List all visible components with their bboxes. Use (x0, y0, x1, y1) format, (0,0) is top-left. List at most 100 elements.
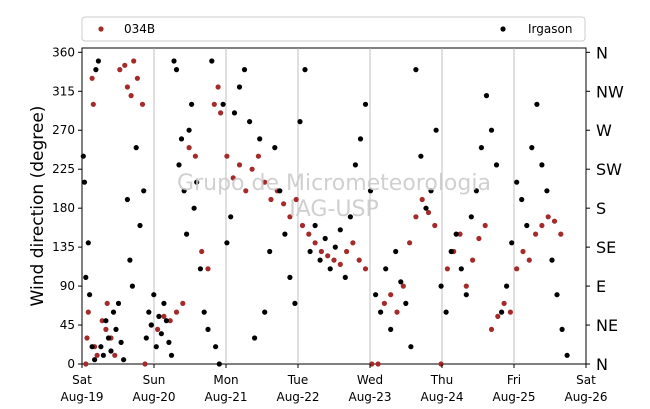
point-irgason-14 (110, 309, 117, 315)
x-tick-date-6: Aug-25 (492, 390, 535, 404)
point-034b-82 (533, 231, 539, 237)
point-irgason-71 (312, 222, 318, 229)
point-034b-64 (419, 196, 425, 203)
legend-marker-irgason (500, 26, 506, 32)
compass-label-4: S (596, 199, 606, 218)
x-tick-date-7: Aug-26 (564, 390, 607, 404)
compass-label-0: N (596, 355, 608, 374)
point-irgason-86 (388, 326, 394, 332)
point-034b-76 (495, 313, 501, 319)
point-irgason-7 (93, 67, 99, 73)
point-034b-51 (337, 261, 343, 267)
point-irgason-84 (378, 309, 384, 315)
y-tick-label-315: 315 (52, 84, 75, 98)
point-irgason-2 (83, 274, 89, 280)
point-irgason-94 (428, 188, 434, 194)
point-irgason-98 (448, 248, 454, 255)
point-irgason-39 (178, 136, 185, 142)
point-irgason-101 (463, 292, 469, 298)
point-034b-80 (520, 248, 526, 255)
point-034b-72 (470, 257, 476, 263)
point-irgason-9 (98, 344, 104, 350)
point-irgason-32 (161, 300, 167, 306)
data-series (80, 58, 570, 367)
legend: 034B Irgason (81, 16, 586, 42)
x-tick-day-0: Sat (72, 373, 92, 387)
point-irgason-81 (362, 101, 369, 107)
y-tick-label-0: 0 (67, 357, 75, 371)
point-034b-0 (83, 361, 89, 367)
point-034b-16 (131, 58, 137, 64)
point-034b-18 (139, 101, 146, 107)
point-034b-75 (488, 326, 495, 332)
point-irgason-15 (113, 326, 119, 332)
point-irgason-35 (168, 352, 175, 358)
point-irgason-102 (468, 214, 474, 220)
series-irgason (80, 58, 570, 367)
point-irgason-116 (539, 162, 545, 168)
point-irgason-43 (189, 101, 195, 107)
point-irgason-10 (100, 352, 106, 358)
point-034b-66 (432, 222, 438, 229)
point-irgason-31 (158, 331, 164, 337)
point-irgason-73 (322, 235, 328, 242)
point-034b-39 (262, 179, 268, 185)
y-tick-label-90: 90 (60, 279, 75, 293)
point-034b-73 (476, 235, 482, 242)
point-irgason-60 (257, 136, 263, 142)
point-irgason-118 (549, 257, 555, 263)
point-irgason-0 (80, 153, 86, 159)
point-034b-19 (142, 361, 148, 367)
point-034b-26 (186, 145, 192, 151)
point-irgason-40 (181, 188, 187, 194)
point-034b-8 (103, 326, 109, 332)
point-034b-38 (255, 153, 261, 159)
point-irgason-79 (352, 162, 358, 168)
point-034b-63 (413, 214, 419, 220)
compass-label-2: E (596, 277, 606, 296)
point-irgason-26 (146, 309, 152, 315)
point-irgason-80 (357, 136, 364, 142)
point-034b-86 (558, 231, 564, 237)
x-axis-ticks: Sat Aug-19 Sun Aug-20 Mon Aug-21 Tue Aug-22 Wed A… (60, 364, 608, 404)
point-034b-42 (281, 201, 287, 207)
point-034b-29 (205, 266, 211, 272)
point-034b-36 (243, 188, 249, 194)
point-irgason-91 (413, 67, 419, 73)
point-irgason-76 (337, 227, 343, 233)
point-irgason-67 (292, 300, 298, 306)
point-034b-61 (400, 283, 406, 289)
x-tick-date-2: Aug-21 (204, 390, 247, 404)
point-irgason-82 (367, 188, 374, 194)
point-irgason-107 (493, 162, 500, 168)
point-034b-22 (161, 313, 167, 319)
point-irgason-54 (228, 214, 234, 220)
point-034b-78 (507, 309, 513, 315)
point-irgason-22 (133, 145, 139, 151)
point-034b-9 (104, 300, 110, 306)
point-034b-31 (215, 84, 221, 90)
point-irgason-30 (156, 313, 162, 319)
y-axis-ticks: 0 45 90 135 180 225 270 315 360 (52, 45, 82, 371)
point-034b-25 (180, 300, 186, 306)
point-irgason-83 (373, 292, 379, 298)
watermark-line-2: IAG-USP (289, 197, 378, 222)
point-034b-30 (211, 101, 217, 107)
point-034b-44 (293, 196, 299, 203)
point-irgason-11 (103, 318, 109, 324)
point-034b-34 (230, 175, 236, 181)
x-tick-date-0: Aug-19 (60, 390, 103, 404)
point-irgason-5 (89, 344, 95, 350)
legend-label-034b: 034B (124, 22, 155, 36)
point-irgason-63 (272, 145, 278, 151)
point-034b-58 (381, 300, 387, 306)
point-irgason-120 (559, 326, 565, 332)
point-034b-47 (312, 240, 318, 246)
point-irgason-36 (171, 58, 177, 64)
series-034b (83, 58, 564, 367)
point-034b-46 (306, 231, 312, 237)
legend-label-irgason: Irgason (528, 22, 572, 36)
point-034b-37 (249, 166, 255, 172)
point-irgason-24 (141, 188, 147, 194)
point-irgason-27 (148, 322, 154, 328)
